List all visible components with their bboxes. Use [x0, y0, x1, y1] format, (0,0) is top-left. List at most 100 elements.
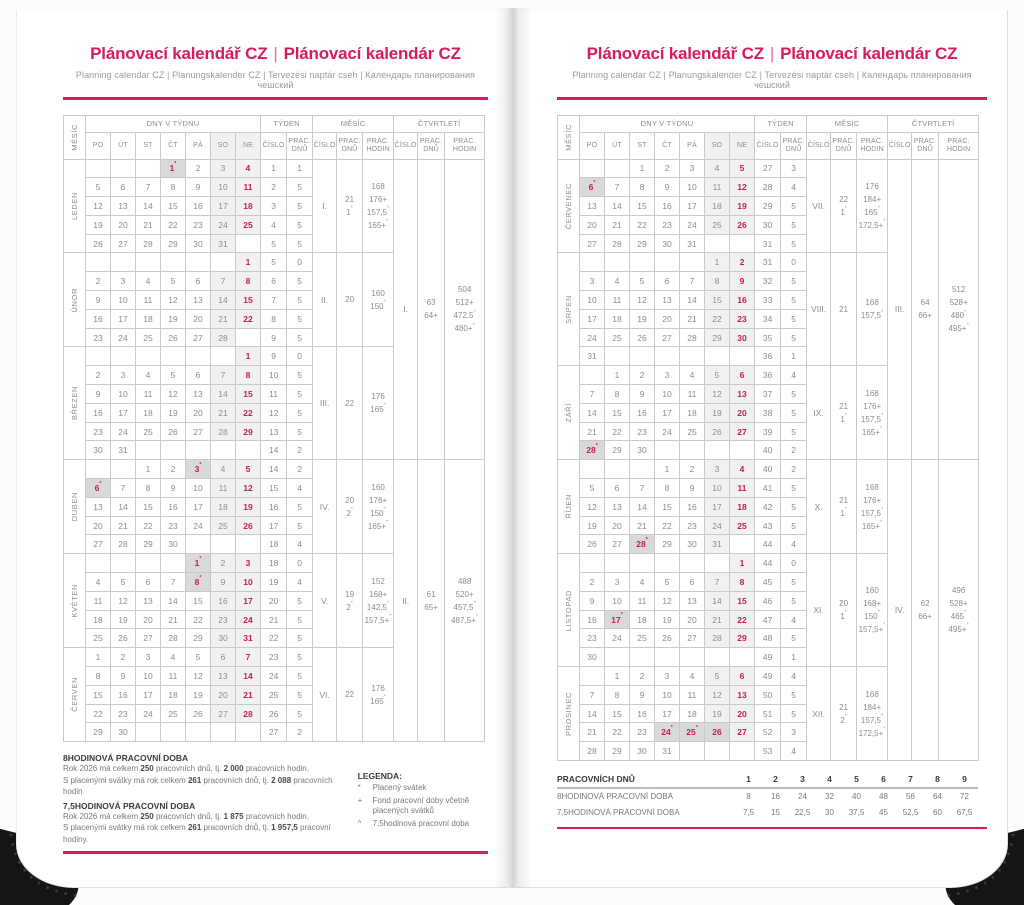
day-cell: 14: [135, 196, 161, 216]
header-quarter-workdays: PRAC. DNŮ: [417, 131, 446, 160]
day-cell: 12: [704, 384, 730, 404]
day-cell: 6: [135, 572, 161, 592]
month-label: SRPEN: [557, 252, 580, 367]
working-days-table: PRACOVNÍCH DNŮ 1 2 3 4 5 6 7 8 9 8HODINOVÁ PRACOVN…: [557, 771, 987, 821]
day-cell: 31: [234, 628, 262, 649]
day-cell: 13: [654, 290, 680, 310]
day-cell: 19: [629, 308, 655, 329]
page-subtitle: Planning calendar CZ | Planungskalender …: [75, 70, 476, 90]
week-number-cell: 3: [260, 196, 288, 216]
day-cell: 15: [234, 384, 262, 404]
day-cell: 18: [85, 609, 111, 630]
day-cell: 22: [135, 515, 161, 536]
week-workdays-cell: 4: [780, 177, 808, 198]
day-cell: [629, 459, 655, 480]
week-number-cell: 27: [260, 722, 288, 743]
day-cell: 26: [704, 421, 730, 442]
quarter-workdays-cell: 63 64+: [417, 158, 446, 461]
day-cell: 22: [234, 402, 262, 423]
week-workdays-cell: 5: [780, 684, 808, 705]
day-cell: 16: [654, 196, 680, 216]
day-cell: 12: [160, 384, 186, 404]
day-cell: 25: [629, 628, 655, 649]
working-days-value: 22,5: [794, 807, 811, 817]
day-cell: 11: [679, 684, 705, 705]
month-number-cell: IX.: [806, 365, 832, 461]
day-cell: 23: [85, 327, 111, 348]
day-cell: [160, 553, 186, 574]
day-cell: [135, 158, 161, 179]
day-cell: 23: [160, 515, 186, 536]
day-cell: [210, 346, 236, 367]
day-cell: 7: [210, 271, 236, 292]
day-cell: 11: [135, 290, 161, 310]
week-number-cell: 33: [754, 290, 782, 310]
day-cell: 9: [85, 384, 111, 404]
day-cell: 29: [85, 722, 111, 743]
day-cell: 31: [679, 233, 705, 254]
day-cell: [728, 741, 756, 761]
day-cell: [654, 553, 680, 574]
day-cell: [604, 647, 630, 668]
day-cell: 11: [135, 384, 161, 404]
day-cell: 1: [135, 459, 161, 480]
header-month-number: ČÍSLO: [312, 131, 338, 160]
week-workdays-cell: 5: [780, 214, 808, 235]
day-cell: 13: [135, 590, 161, 611]
header-quarter-workdays: PRAC. DNŮ: [911, 131, 940, 160]
day-cell: [629, 647, 655, 668]
working-days-value: 40: [852, 791, 861, 801]
day-cell: 10: [185, 478, 211, 498]
day-cell: 24: [135, 703, 161, 724]
legend-item: ^ 7,5hodinová pracovní doba: [358, 819, 484, 830]
day-cell: 27: [654, 327, 680, 348]
month-workhours-cell: 160 150^: [362, 252, 395, 348]
day-cell: 27: [85, 534, 111, 555]
week-workdays-cell: 5: [286, 327, 314, 348]
week-number-cell: 36: [754, 365, 782, 386]
month-number-cell: VII.: [806, 158, 832, 254]
day-cell: 25: [135, 327, 161, 348]
week-number-cell: 43: [754, 515, 782, 536]
day-cell: 10: [234, 572, 262, 592]
working-days-title: PRACOVNÍCH DNŮ: [557, 771, 735, 789]
month-label: ZÁŘÍ: [557, 365, 580, 461]
day-cell: 19: [579, 515, 605, 536]
day-cell: 10: [110, 384, 136, 404]
day-cell: 2: [728, 252, 756, 273]
legend-symbol: +: [357, 795, 363, 805]
day-cell: 15: [629, 196, 655, 216]
header-day-pá: PÁ: [679, 131, 705, 160]
week-workdays-cell: 5: [286, 233, 314, 254]
day-cell: 5: [160, 271, 186, 292]
day-cell: 14: [604, 196, 630, 216]
week-workdays-cell: 5: [286, 290, 314, 310]
month-workdays-cell: 22: [336, 647, 364, 743]
day-cell: 14: [160, 590, 186, 611]
day-cell: [160, 722, 186, 743]
day-cell: 18: [135, 402, 161, 423]
month-number-cell: XI.: [806, 553, 832, 668]
day-cell: [210, 440, 236, 461]
day-cell: 3*: [185, 459, 211, 480]
day-cell: 29: [160, 233, 186, 254]
month-number-cell: III.: [312, 346, 338, 461]
working-days-value: 7,5: [742, 807, 755, 817]
week-workdays-cell: 4: [780, 741, 808, 761]
month-workhours-cell: 168 157,5^: [856, 252, 889, 367]
page-title: Plánovací kalendář CZ | Plánovací kalendár…: [557, 10, 987, 64]
day-cell: 5: [704, 365, 730, 386]
day-cell: 6*: [85, 478, 111, 498]
day-cell: 20: [654, 308, 680, 329]
day-cell: 16: [85, 402, 111, 423]
week-number-cell: 15: [260, 478, 288, 498]
day-cell: 5: [704, 666, 730, 686]
day-cell: 13: [210, 666, 236, 686]
day-cell: 11: [85, 590, 111, 611]
day-cell: 15: [85, 684, 111, 705]
day-cell: 24: [579, 327, 605, 348]
day-cell: 6: [654, 271, 680, 292]
day-cell: 4: [629, 572, 655, 592]
day-cell: 15: [654, 496, 680, 517]
day-cell: 6*: [579, 177, 605, 198]
